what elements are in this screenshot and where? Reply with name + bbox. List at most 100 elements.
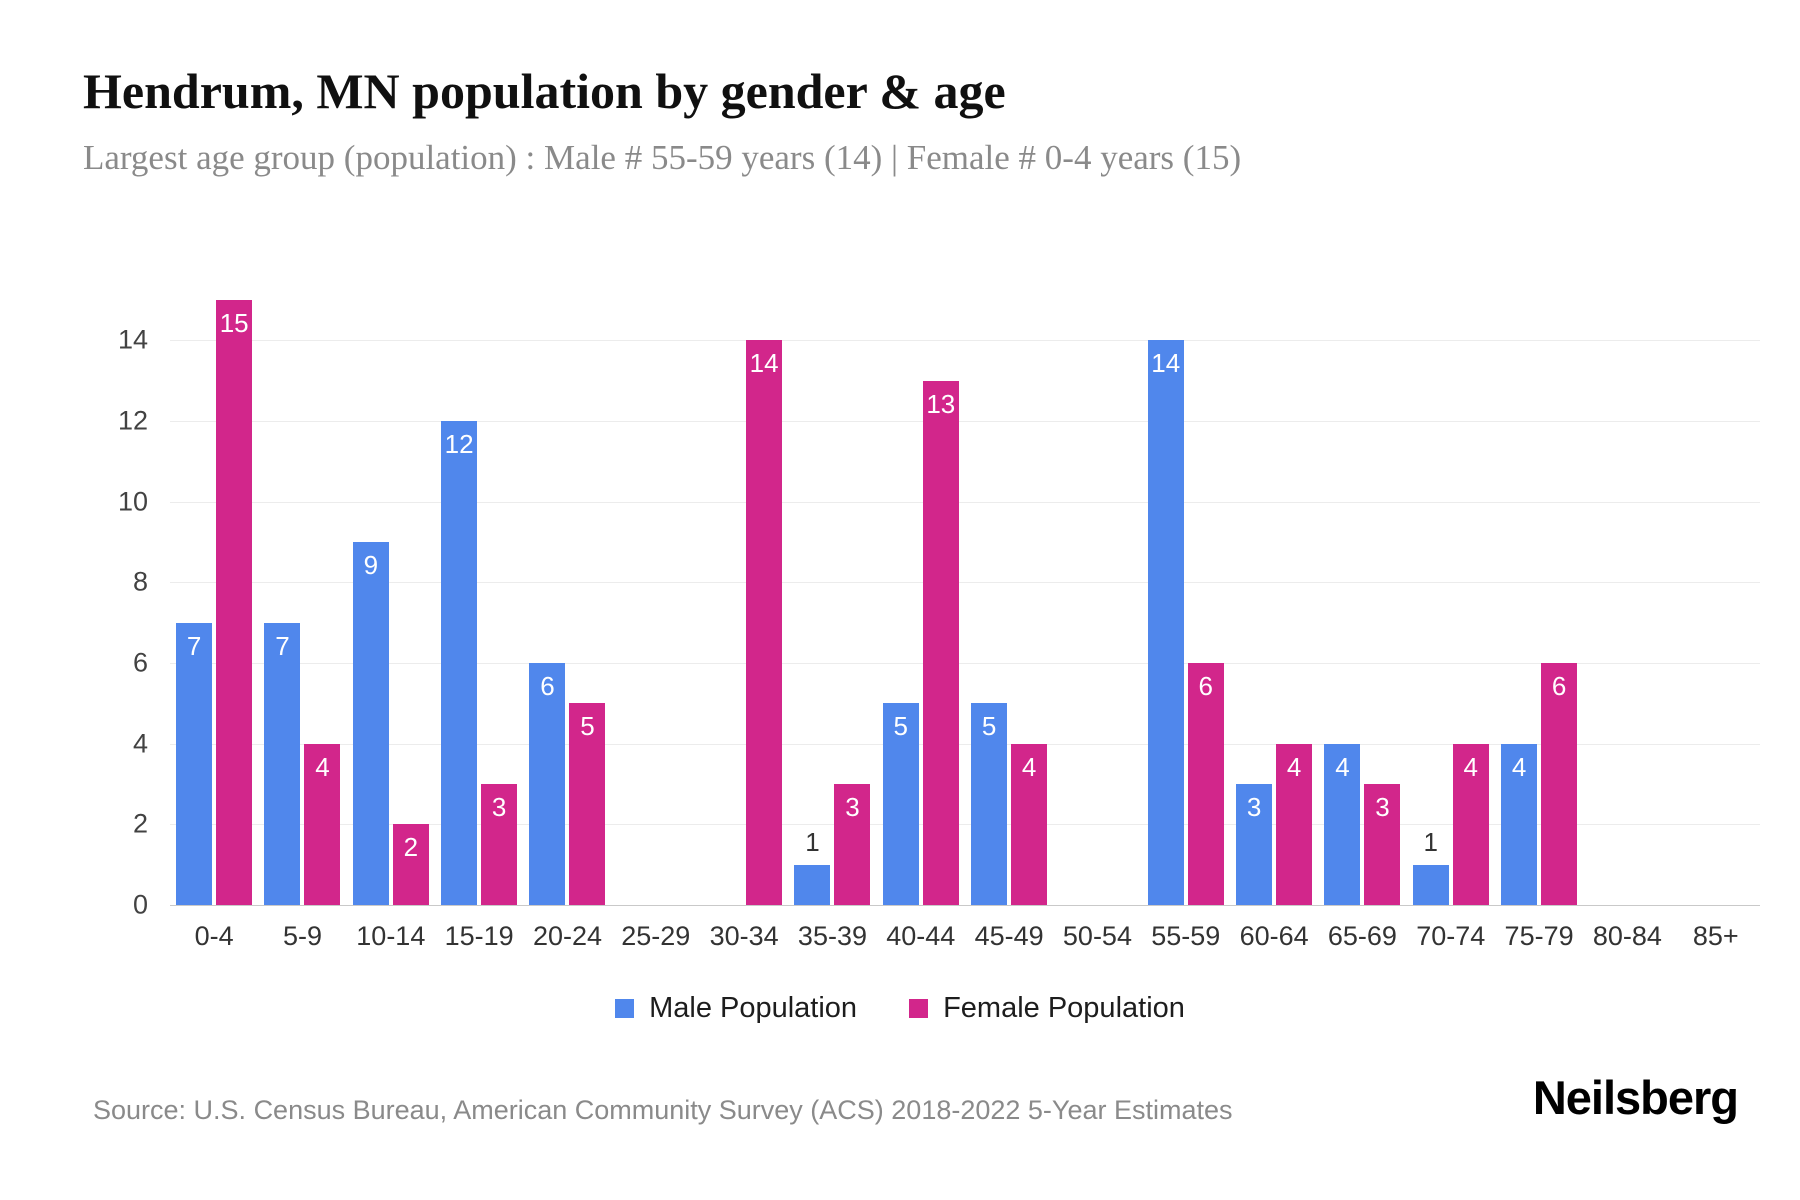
bar-value-label: 15 <box>219 308 249 338</box>
bar-value-label: 13 <box>926 388 956 419</box>
gridline <box>170 501 1760 503</box>
bar-group-65-69: 4 3 65-69 <box>1318 300 1406 951</box>
bar-male-10-14[interactable]: 9 <box>352 542 389 905</box>
y-axis-tick-label: 14 <box>117 324 148 355</box>
bar-male-55-59[interactable]: 14 <box>1147 340 1184 905</box>
bar-female-35-39[interactable]: 3 <box>834 784 871 905</box>
legend-item-female[interactable]: Female Population <box>909 992 1185 1025</box>
bar-value-label: 14 <box>749 348 779 379</box>
bar-value-label: 1 <box>805 826 820 857</box>
bar-value-label: 2 <box>403 832 419 863</box>
legend-swatch <box>615 999 635 1018</box>
gridline <box>170 421 1760 422</box>
x-axis-label: 40-44 <box>886 921 956 951</box>
legend-item-male[interactable]: Male Population <box>615 992 857 1025</box>
x-axis-label: 85+ <box>1692 921 1739 951</box>
bar-male-5-9[interactable]: 7 <box>264 622 301 905</box>
gridline <box>170 340 1760 342</box>
legend-swatch <box>909 999 929 1018</box>
bar-value-label: 3 <box>1246 792 1262 822</box>
bar-value-label: 3 <box>491 792 507 822</box>
x-axis-label: 0-4 <box>194 921 234 951</box>
bar-group-75-79: 4 6 75-79 <box>1495 300 1583 951</box>
bar-male-15-19[interactable]: 12 <box>441 421 478 905</box>
x-axis-label: 50-54 <box>1062 921 1132 951</box>
bars-layer: 7 15 0-4 7 4 5-9 9 2 10-14 12 3 15-19 6 5 20-24 25-29 14… <box>170 300 1760 951</box>
bar-female-55-59[interactable]: 6 <box>1187 663 1224 905</box>
bar-value-label: 5 <box>580 711 595 742</box>
chart-title: Hendrum, MN population by gender & age <box>83 63 1006 119</box>
bar-value-label: 9 <box>363 550 379 580</box>
bar-female-70-74[interactable]: 4 <box>1452 743 1489 905</box>
gridline <box>170 663 1760 664</box>
bar-male-20-24[interactable]: 6 <box>529 663 566 905</box>
bar-female-10-14[interactable]: 2 <box>392 824 429 905</box>
bar-group-45-49: 5 4 45-49 <box>965 300 1053 951</box>
y-axis-tick-label: 8 <box>132 566 148 597</box>
y-axis-tick-label: 0 <box>132 889 148 920</box>
bar-group-60-64: 3 4 60-64 <box>1230 300 1318 951</box>
bar-value-label: 3 <box>1375 792 1390 822</box>
bar-value-label: 6 <box>1198 671 1213 701</box>
bar-group-5-9: 7 4 5-9 <box>258 300 346 951</box>
bar-male-75-79[interactable]: 4 <box>1501 743 1538 905</box>
bar-value-label: 7 <box>275 630 290 661</box>
y-axis-tick-label: 10 <box>117 486 148 517</box>
bar-group-25-29: 25-29 <box>612 300 700 951</box>
bar-male-70-74[interactable]: 1 <box>1412 829 1449 905</box>
plot-area: 0 2 4 6 8 10 12 14 7 15 0-4 7 4 5-9 9 2 10-14 12 3 15-19 6 5… <box>118 300 1760 951</box>
legend-label: Female Population <box>943 992 1185 1024</box>
bar-female-65-69[interactable]: 3 <box>1364 784 1401 905</box>
x-axis-label: 60-64 <box>1239 921 1309 951</box>
bar-male-0-4[interactable]: 7 <box>176 622 213 905</box>
bar-value-label: 5 <box>893 711 909 742</box>
gridline <box>170 743 1760 745</box>
x-axis-label: 30-34 <box>709 921 779 951</box>
bar-value-label: 1 <box>1423 826 1438 857</box>
bar-value-label: 7 <box>186 630 202 661</box>
bar-female-30-34[interactable]: 14 <box>746 340 783 905</box>
gridline <box>170 905 1760 906</box>
source-note: Source: U.S. Census Bureau, American Com… <box>93 1095 1233 1125</box>
bar-value-label: 6 <box>1551 671 1567 701</box>
bar-group-30-34: 14 30-34 <box>700 300 788 951</box>
bar-male-45-49[interactable]: 5 <box>971 703 1008 905</box>
x-axis-label: 55-59 <box>1151 921 1221 951</box>
bar-female-0-4[interactable]: 15 <box>216 300 253 905</box>
bar-value-label: 4 <box>1286 751 1302 782</box>
bar-female-5-9[interactable]: 4 <box>304 743 341 905</box>
bar-female-75-79[interactable]: 6 <box>1541 663 1578 905</box>
bar-female-60-64[interactable]: 4 <box>1276 743 1313 905</box>
bar-male-60-64[interactable]: 3 <box>1236 784 1273 905</box>
bar-value-label: 4 <box>1511 751 1527 782</box>
bar-female-20-24[interactable]: 5 <box>569 703 606 905</box>
bar-group-15-19: 12 3 15-19 <box>435 300 523 951</box>
bar-group-80-84: 80-84 <box>1583 300 1671 951</box>
bar-group-10-14: 9 2 10-14 <box>347 300 435 951</box>
x-axis-label: 10-14 <box>356 921 426 951</box>
x-axis-label: 70-74 <box>1416 921 1486 951</box>
bar-male-65-69[interactable]: 4 <box>1324 743 1361 905</box>
x-axis-label: 65-69 <box>1327 921 1397 951</box>
bar-group-0-4: 7 15 0-4 <box>170 300 258 951</box>
bar-value-label: 6 <box>540 671 555 701</box>
bar-value-label: 4 <box>1335 751 1350 782</box>
bar-group-70-74: 1 4 70-74 <box>1407 300 1495 951</box>
bar-group-55-59: 14 6 55-59 <box>1142 300 1230 951</box>
legend-label: Male Population <box>649 992 858 1024</box>
bar-group-20-24: 6 5 20-24 <box>523 300 611 951</box>
bar-male-35-39[interactable]: 1 <box>794 829 831 905</box>
bar-female-45-49[interactable]: 4 <box>1011 743 1048 905</box>
bar-value-label: 12 <box>444 429 474 459</box>
y-axis: 0 2 4 6 8 10 12 14 <box>118 300 1760 920</box>
y-axis-tick-label: 2 <box>132 808 148 839</box>
bar-female-15-19[interactable]: 3 <box>481 784 518 905</box>
bar-female-40-44[interactable]: 13 <box>922 380 959 905</box>
legend: Male Population Female Population <box>0 992 1800 1025</box>
x-axis-label: 45-49 <box>974 921 1044 951</box>
bar-value-label: 4 <box>315 751 330 782</box>
bar-male-40-44[interactable]: 5 <box>882 703 919 905</box>
x-axis-label: 20-24 <box>532 921 602 951</box>
bar-group-35-39: 1 3 35-39 <box>788 300 876 951</box>
